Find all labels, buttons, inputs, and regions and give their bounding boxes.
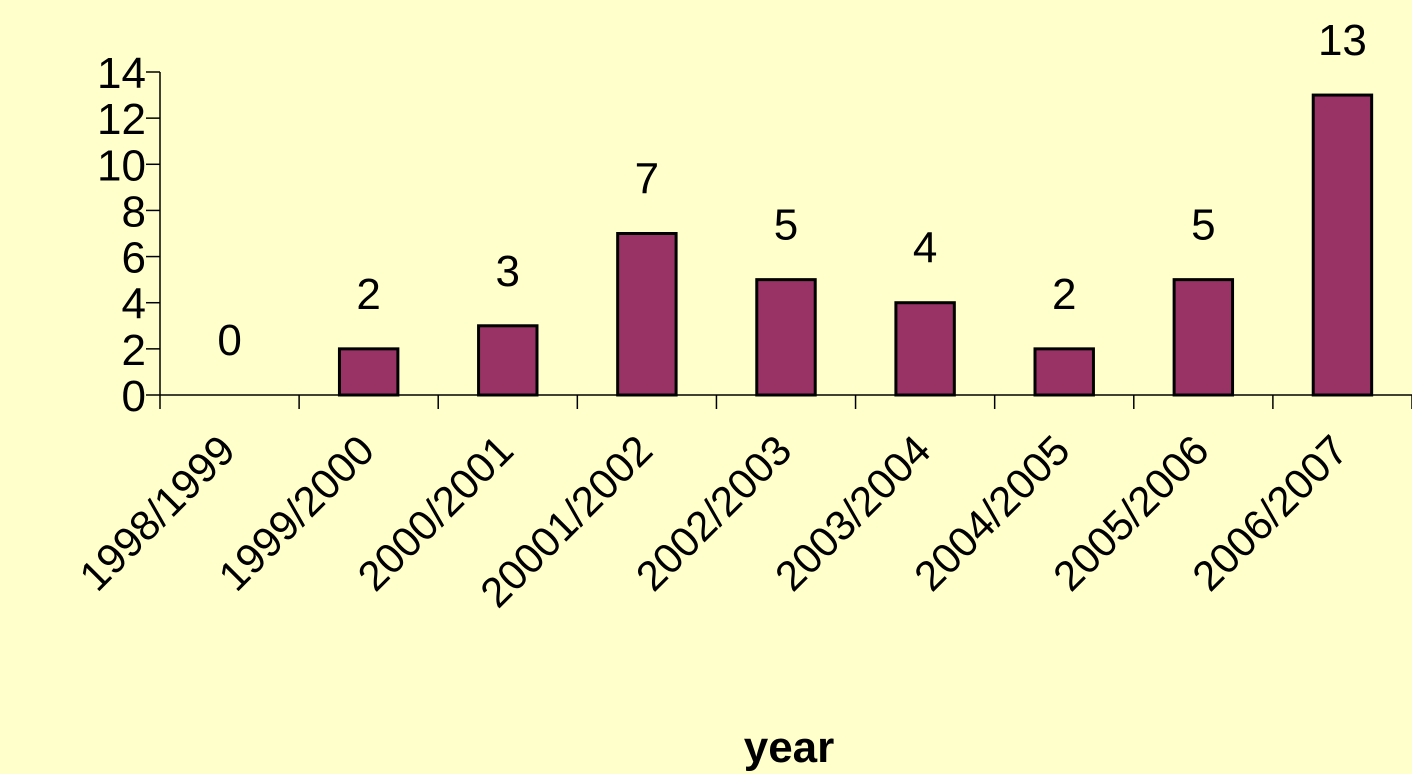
bar (337, 347, 400, 397)
y-tick-label: 6 (122, 234, 146, 283)
bar (616, 232, 678, 397)
bar (755, 278, 817, 397)
data-label: 5 (1191, 201, 1215, 250)
x-axis-title: year (744, 723, 835, 772)
bar (1311, 93, 1374, 397)
data-label: 0 (217, 316, 241, 365)
y-tick-label: 12 (97, 95, 146, 144)
y-tick-label: 14 (97, 49, 146, 98)
data-labels: 0 2 3 7 5 4 2 5 13 (217, 16, 1367, 365)
category-labels: 1998/19991999/20002000/200120001/2002200… (70, 426, 1357, 616)
x-axis-ticks (159, 395, 1412, 409)
data-label: 3 (496, 247, 520, 296)
bar (1033, 347, 1095, 397)
bars (337, 93, 1374, 397)
bar (477, 324, 539, 397)
y-tick-label: 10 (97, 141, 146, 190)
y-tick-label: 8 (122, 187, 146, 236)
bar (1172, 278, 1235, 397)
data-label: 4 (913, 224, 937, 273)
data-label: 13 (1318, 16, 1367, 65)
y-tick-label: 0 (122, 372, 146, 421)
data-label: 5 (774, 201, 798, 250)
data-label: 7 (635, 155, 659, 204)
bar (894, 301, 956, 397)
y-tick-label: 4 (122, 280, 146, 329)
data-label: 2 (356, 270, 380, 319)
data-label: 2 (1052, 270, 1076, 319)
y-tick-label: 2 (122, 326, 146, 375)
